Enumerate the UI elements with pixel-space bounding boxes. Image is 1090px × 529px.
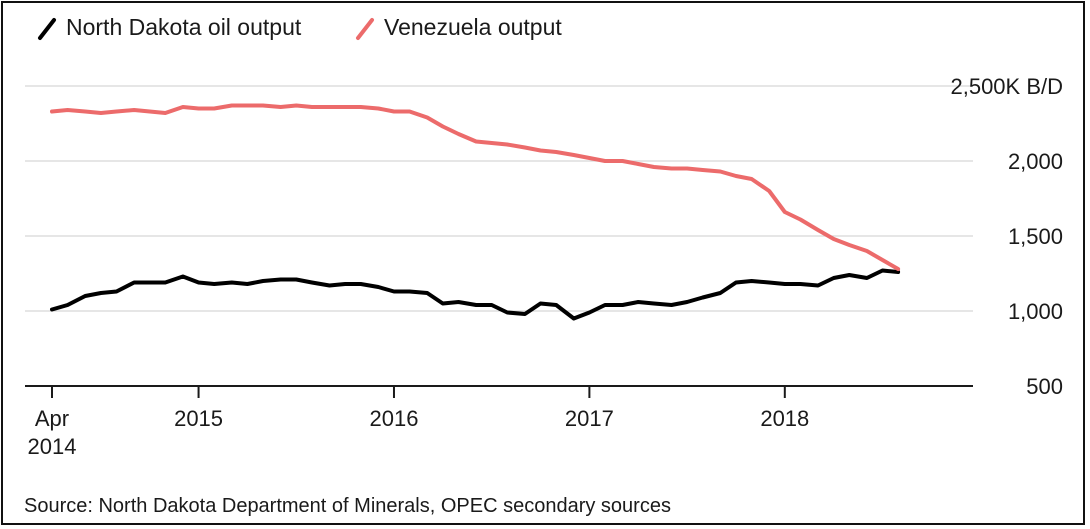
y-tick-label: 1,000 [1008,299,1063,324]
y-tick-label: 2,000 [1008,149,1063,174]
legend-label-north-dakota: North Dakota oil output [66,14,302,40]
y-tick-label: 2,500K B/D [950,74,1063,99]
x-tick-label: 2014 [28,434,77,459]
x-tick-label: 2016 [369,406,418,431]
series-line-venezuela [50,103,901,271]
y-tick-label: 1,500 [1008,224,1063,249]
series-lines [50,103,901,321]
legend-label-venezuela: Venezuela output [384,14,562,40]
source-note: Source: North Dakota Department of Miner… [24,495,671,517]
gridlines: 2,500K B/D 2,000 1,500 1,000 500 [25,74,1063,399]
x-axis: Apr 2014 2015 2016 2017 2018 [28,386,809,459]
series-line-north-dakota [50,268,901,321]
y-tick-label: 500 [1026,374,1063,399]
x-tick-label: 2017 [565,406,614,431]
legend-swatch-north-dakota [38,18,56,40]
legend: North Dakota oil output Venezuela output [38,14,562,40]
legend-swatch-venezuela [356,18,374,40]
x-tick-label: Apr [35,406,69,431]
x-tick-label: 2018 [760,406,809,431]
x-tick-label: 2015 [174,406,223,431]
